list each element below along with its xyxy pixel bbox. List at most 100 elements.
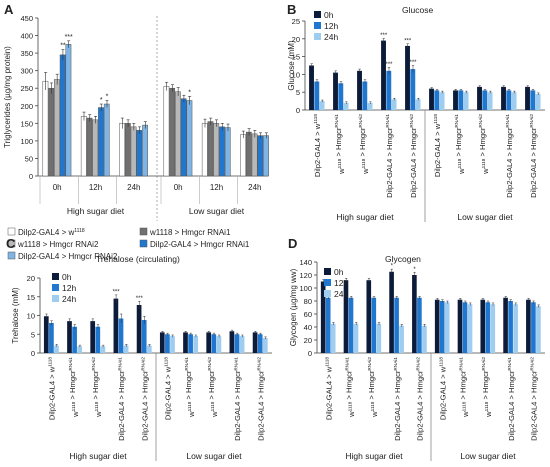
y-tick-label: 120 xyxy=(299,271,312,280)
label-part: Dilp2-GAL4 > w xyxy=(164,366,173,420)
bar xyxy=(239,336,245,353)
label-part: w xyxy=(71,411,80,418)
bar xyxy=(43,316,49,353)
x-tick-label: w1118 > HmgcrRNAi2 xyxy=(481,357,493,418)
label-part: RNAi1 xyxy=(344,357,349,371)
label-part: > Hmgcr xyxy=(481,370,490,401)
label-part: 1118 xyxy=(71,401,76,411)
label-part: 1118 xyxy=(325,357,330,367)
bar xyxy=(163,86,170,177)
legend-swatch xyxy=(139,227,148,236)
bar xyxy=(394,297,399,353)
label-part: RNAi1 xyxy=(117,357,122,371)
bar xyxy=(257,135,264,177)
bar xyxy=(186,100,193,177)
x-tick-label: w1118 > HmgcrRNAi1 xyxy=(334,114,346,175)
legend-label: 0h xyxy=(62,272,72,282)
bar xyxy=(319,101,325,110)
bar xyxy=(77,346,83,353)
y-tick-label: 20 xyxy=(304,336,312,345)
x-tick-label: Dilp2-GAL4 > HmgcrRNAi1 xyxy=(385,114,394,198)
panel-c: Trehalose (circulating) 0 5 10 15 20 Trehalose… xyxy=(11,254,272,461)
legend-swatch xyxy=(7,251,16,260)
significance-marker: * xyxy=(413,267,416,273)
bar xyxy=(463,92,469,110)
bar xyxy=(118,318,124,353)
bar xyxy=(72,326,77,353)
label-part: Dilp2-GAL4 > Hmgcr xyxy=(409,127,418,198)
y-tick-label: 25 xyxy=(292,17,300,26)
bar xyxy=(224,127,231,177)
label-part: > Hmgcr xyxy=(358,127,367,158)
label-part: Dilp2-GAL4 > Hmgcr xyxy=(393,370,402,441)
panel-letter: B xyxy=(287,2,296,17)
y-tick-label: 5 xyxy=(31,330,35,339)
y-tick-label: 15 xyxy=(27,293,35,302)
bar xyxy=(353,323,359,353)
x-tick-label: w1118 > HmgcrRNAi2 xyxy=(207,357,219,418)
label-part: w xyxy=(481,168,490,175)
label-part: RNAi2 xyxy=(257,357,262,371)
label-part: w xyxy=(484,411,493,418)
label-part: w xyxy=(361,168,370,175)
group-label: High sugar diet xyxy=(67,206,125,216)
label-part: Dilp2-GAL4 > Hmgcr xyxy=(256,370,265,441)
bar xyxy=(371,297,377,353)
label-part: 1118 xyxy=(481,158,486,168)
label-part: w xyxy=(461,411,470,418)
y-axis-title: Triglycerides (µg/mg protein) xyxy=(3,46,12,148)
x-tick-label: Dilp2-GAL4 > HmgcrRNAi1 xyxy=(393,357,402,441)
bar xyxy=(59,54,66,177)
bar xyxy=(86,117,93,177)
label-part: Dilp2-GAL4 > w xyxy=(18,228,74,237)
bar xyxy=(165,334,170,353)
y-tick-label: 20 xyxy=(27,274,35,283)
bar xyxy=(485,302,491,353)
label-part: RNAi2 xyxy=(207,357,212,371)
x-tick-label: 0h xyxy=(174,183,183,192)
label-part: RNAi1 xyxy=(393,357,398,371)
label-part: > Hmgcr xyxy=(207,370,216,401)
bar xyxy=(444,302,450,353)
bar xyxy=(477,86,482,110)
significance-marker: * xyxy=(100,97,103,104)
bar xyxy=(124,123,131,177)
bar xyxy=(501,86,506,110)
bar xyxy=(211,334,217,353)
y-tick-label: 60 xyxy=(304,310,312,319)
bar xyxy=(482,90,488,110)
bar xyxy=(366,280,372,353)
label-part: 1118 xyxy=(94,401,99,411)
label-part: > Hmgcr xyxy=(458,370,467,401)
significance-marker: ** xyxy=(60,43,66,50)
label-part: RNAi1 xyxy=(334,114,339,128)
x-tick-label: w1118 > HmgcrRNAi1 xyxy=(344,357,356,418)
legend-label: Dilp2-GAL4 > Hmgcr RNAi2 xyxy=(18,252,118,261)
label-part: w xyxy=(187,411,196,418)
legend-label: w1118 > Hmgcr RNAi1 xyxy=(149,228,231,237)
bar xyxy=(462,302,468,353)
x-tick-label: Dilp2-GAL4 > HmgcrRNAi2 xyxy=(530,357,539,441)
y-axis-title: Trehalose (mM) xyxy=(11,287,20,343)
x-tick-label: Dilp2-GAL4 > HmgcrRNAi2 xyxy=(416,357,425,441)
chart-title: Glycogen xyxy=(385,254,421,264)
label-part: RNAi1 xyxy=(68,357,73,371)
group-label: Low sugar diet xyxy=(460,451,516,461)
panel-letter: D xyxy=(288,236,297,251)
bar xyxy=(67,321,72,353)
label-part: RNAi2 xyxy=(141,357,146,371)
label-part: w xyxy=(210,411,219,418)
bar xyxy=(417,297,422,353)
group-label: Low sugar diet xyxy=(457,212,513,222)
label-part: Dilp2-GAL4 > Hmgcr xyxy=(385,127,394,198)
significance-marker: * xyxy=(188,89,191,96)
label-part: RNAi1 xyxy=(454,114,459,128)
label-part: 1118 xyxy=(313,114,318,124)
label-part: w xyxy=(94,411,103,418)
legend-label: 24h xyxy=(334,289,348,299)
label-part: RNAi2 xyxy=(91,357,96,371)
y-tick-label: 20 xyxy=(292,35,300,44)
bar xyxy=(213,123,220,177)
label-part: Dilp2-GAL4 > w xyxy=(313,123,322,177)
panel-letter: C xyxy=(6,236,16,251)
